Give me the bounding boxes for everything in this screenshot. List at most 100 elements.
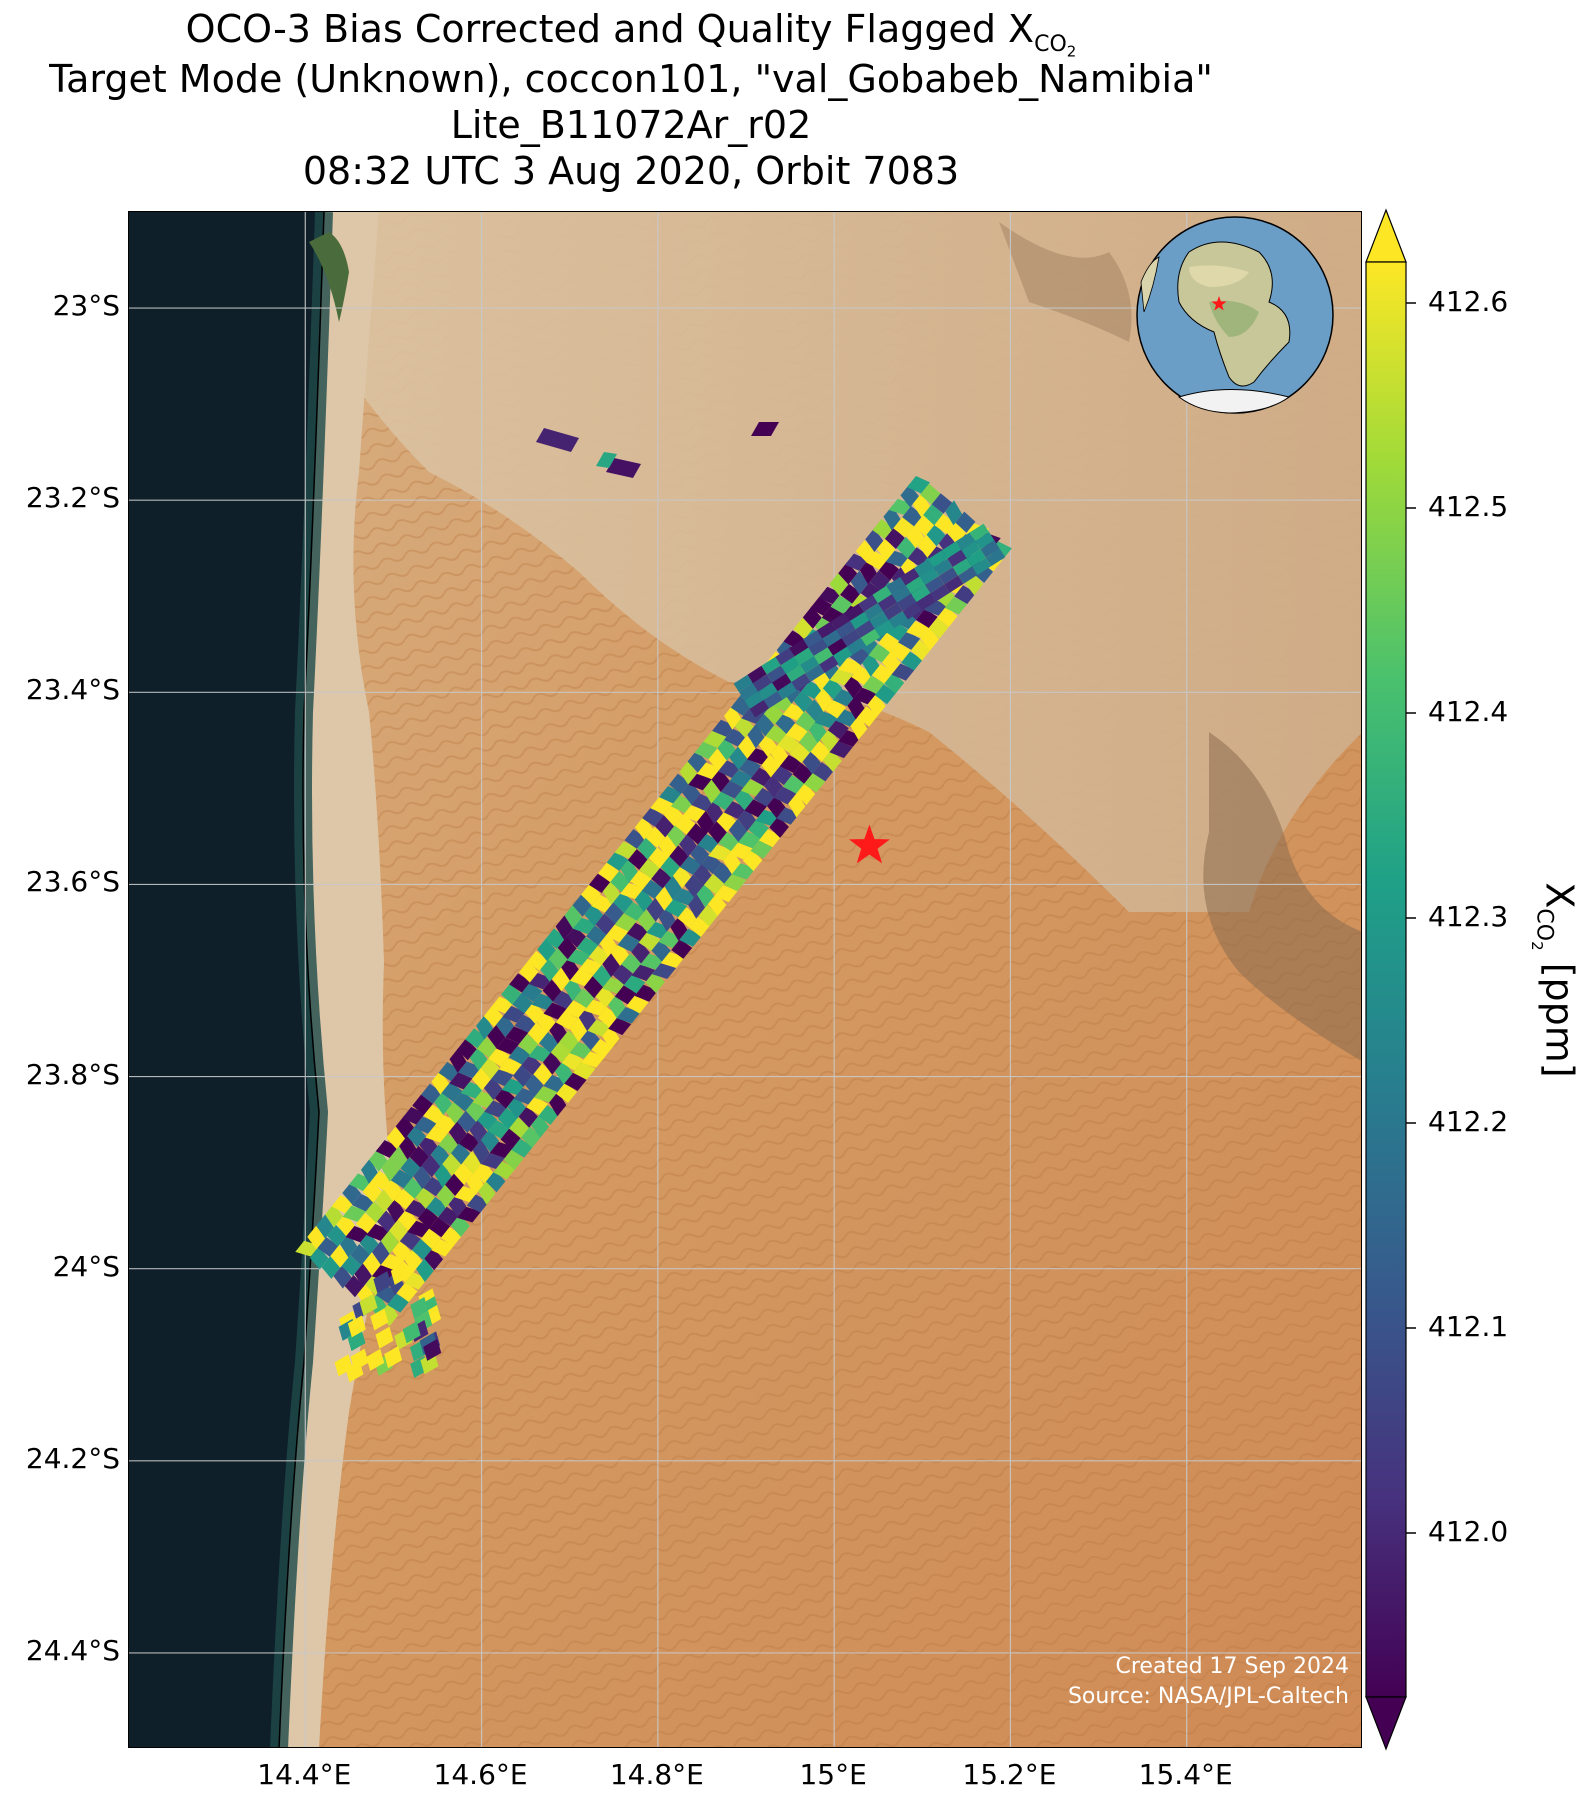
sounding-cell — [808, 718, 827, 743]
sounding-cell — [621, 953, 643, 974]
sounding-cell — [347, 1315, 366, 1338]
title-line-3: Lite_B11072Ar_r02 — [450, 103, 812, 147]
sounding-cell — [900, 484, 919, 508]
sounding-cell — [686, 823, 707, 845]
sounding-cell — [442, 1153, 462, 1176]
sounding-cell — [477, 1037, 498, 1058]
gravel-plain — [319, 212, 1361, 912]
sounding-cell — [387, 1293, 410, 1313]
sounding-cell — [667, 824, 686, 848]
sounding-cell — [659, 785, 683, 804]
sounding-cell — [498, 1058, 523, 1075]
sounding-cell — [893, 517, 915, 538]
sounding-cell — [596, 452, 617, 468]
sounding-cell — [886, 576, 906, 595]
sounding-cell — [788, 792, 806, 818]
title-line-2: Target Mode (Unknown), coccon101, "val_G… — [49, 57, 1213, 101]
sounding-cell — [616, 1007, 641, 1024]
sounding-cell — [412, 1094, 433, 1115]
sounding-cell — [480, 1152, 505, 1169]
sounding-cell — [494, 1087, 515, 1109]
sounding-cell — [543, 1002, 567, 1020]
sounding-cell — [627, 849, 649, 870]
sounding-cell — [681, 781, 701, 805]
sounding-cell — [448, 1193, 467, 1218]
sounding-cell — [431, 1239, 454, 1257]
sounding-cell — [830, 612, 851, 630]
sounding-cell — [637, 909, 656, 933]
sounding-cell — [985, 548, 1006, 567]
sounding-cell — [810, 597, 833, 616]
sounding-cell — [403, 1177, 424, 1199]
sounding-cell — [917, 534, 937, 558]
sounding-cell — [786, 664, 806, 683]
sounding-cell — [559, 1030, 580, 1052]
sounding-cell — [814, 711, 839, 729]
sounding-cell — [605, 924, 629, 943]
sounding-cell — [372, 1240, 390, 1265]
lat-tick-label: 23.2°S — [25, 481, 120, 515]
sounding-cell — [884, 672, 905, 694]
sounding-cell — [409, 1145, 430, 1168]
sounding-cell — [316, 1214, 334, 1239]
sounding-cell — [438, 1133, 460, 1154]
sounding-cell — [799, 655, 820, 674]
sounding-cell — [542, 979, 562, 1002]
sounding-cell — [679, 928, 702, 947]
lon-tick-label: 15.4°E — [1138, 1758, 1233, 1791]
sounding-cell — [436, 1183, 455, 1208]
sounding-cell — [859, 559, 877, 585]
sounding-cell — [717, 736, 736, 761]
sounding-cell — [663, 804, 683, 827]
sounding-cell — [381, 1157, 399, 1182]
sounding-cell — [599, 932, 617, 957]
sounding-cell — [761, 656, 781, 675]
sounding-cell — [706, 799, 724, 825]
sounding-cell — [747, 723, 765, 749]
lat-tick-label: 24.2°S — [25, 1441, 120, 1475]
sounding-cell — [339, 1232, 358, 1258]
gridlines — [129, 212, 1361, 1747]
sounding-cell — [469, 1046, 488, 1071]
sounding-cell — [669, 845, 689, 867]
sounding-cell — [850, 612, 870, 630]
sounding-cell — [755, 713, 775, 737]
sounding-cell — [539, 1032, 560, 1054]
sounding-cell — [549, 1019, 567, 1044]
sounding-cell — [696, 883, 715, 908]
sounding-cell — [465, 1028, 487, 1049]
sounding-cell — [694, 741, 718, 760]
sounding-cell — [920, 627, 940, 651]
colorbar-tick-label: 412.2 — [1428, 1105, 1509, 1138]
sounding-cell — [533, 1086, 559, 1103]
target-site-star-icon[interactable] — [848, 824, 890, 864]
sounding-cell — [850, 714, 868, 740]
sounding-cell — [679, 832, 697, 857]
sounding-cell — [874, 619, 895, 638]
sounding-cell — [477, 1109, 497, 1131]
sounding-cell — [824, 698, 847, 719]
map-panel[interactable]: Created 17 Sep 2024 Source: NASA/JPL-Cal… — [128, 211, 1362, 1748]
sounding-cell — [496, 1013, 515, 1038]
sounding-cell — [402, 1107, 426, 1125]
sounding-cell — [415, 1186, 435, 1209]
sounding-cell — [490, 996, 514, 1014]
sounding-cell — [537, 938, 556, 962]
sounding-cell — [739, 683, 759, 701]
sounding-cell — [420, 1083, 442, 1104]
sounding-cell — [761, 754, 780, 778]
sounding-cell — [813, 647, 834, 665]
sounding-cell — [810, 740, 831, 762]
sounding-cell — [526, 1096, 549, 1115]
sounding-cell — [738, 758, 762, 777]
sounding-cell — [793, 689, 813, 713]
sounding-cell — [744, 691, 764, 709]
sounding-cell — [390, 1146, 408, 1171]
sounding-cell — [397, 1208, 417, 1231]
sounding-cell — [321, 1255, 341, 1279]
sounding-cell — [597, 1006, 619, 1028]
sounding-cell — [862, 675, 885, 695]
sounding-cell — [969, 523, 989, 541]
sounding-cell — [527, 1022, 548, 1045]
sounding-cell — [645, 826, 666, 848]
